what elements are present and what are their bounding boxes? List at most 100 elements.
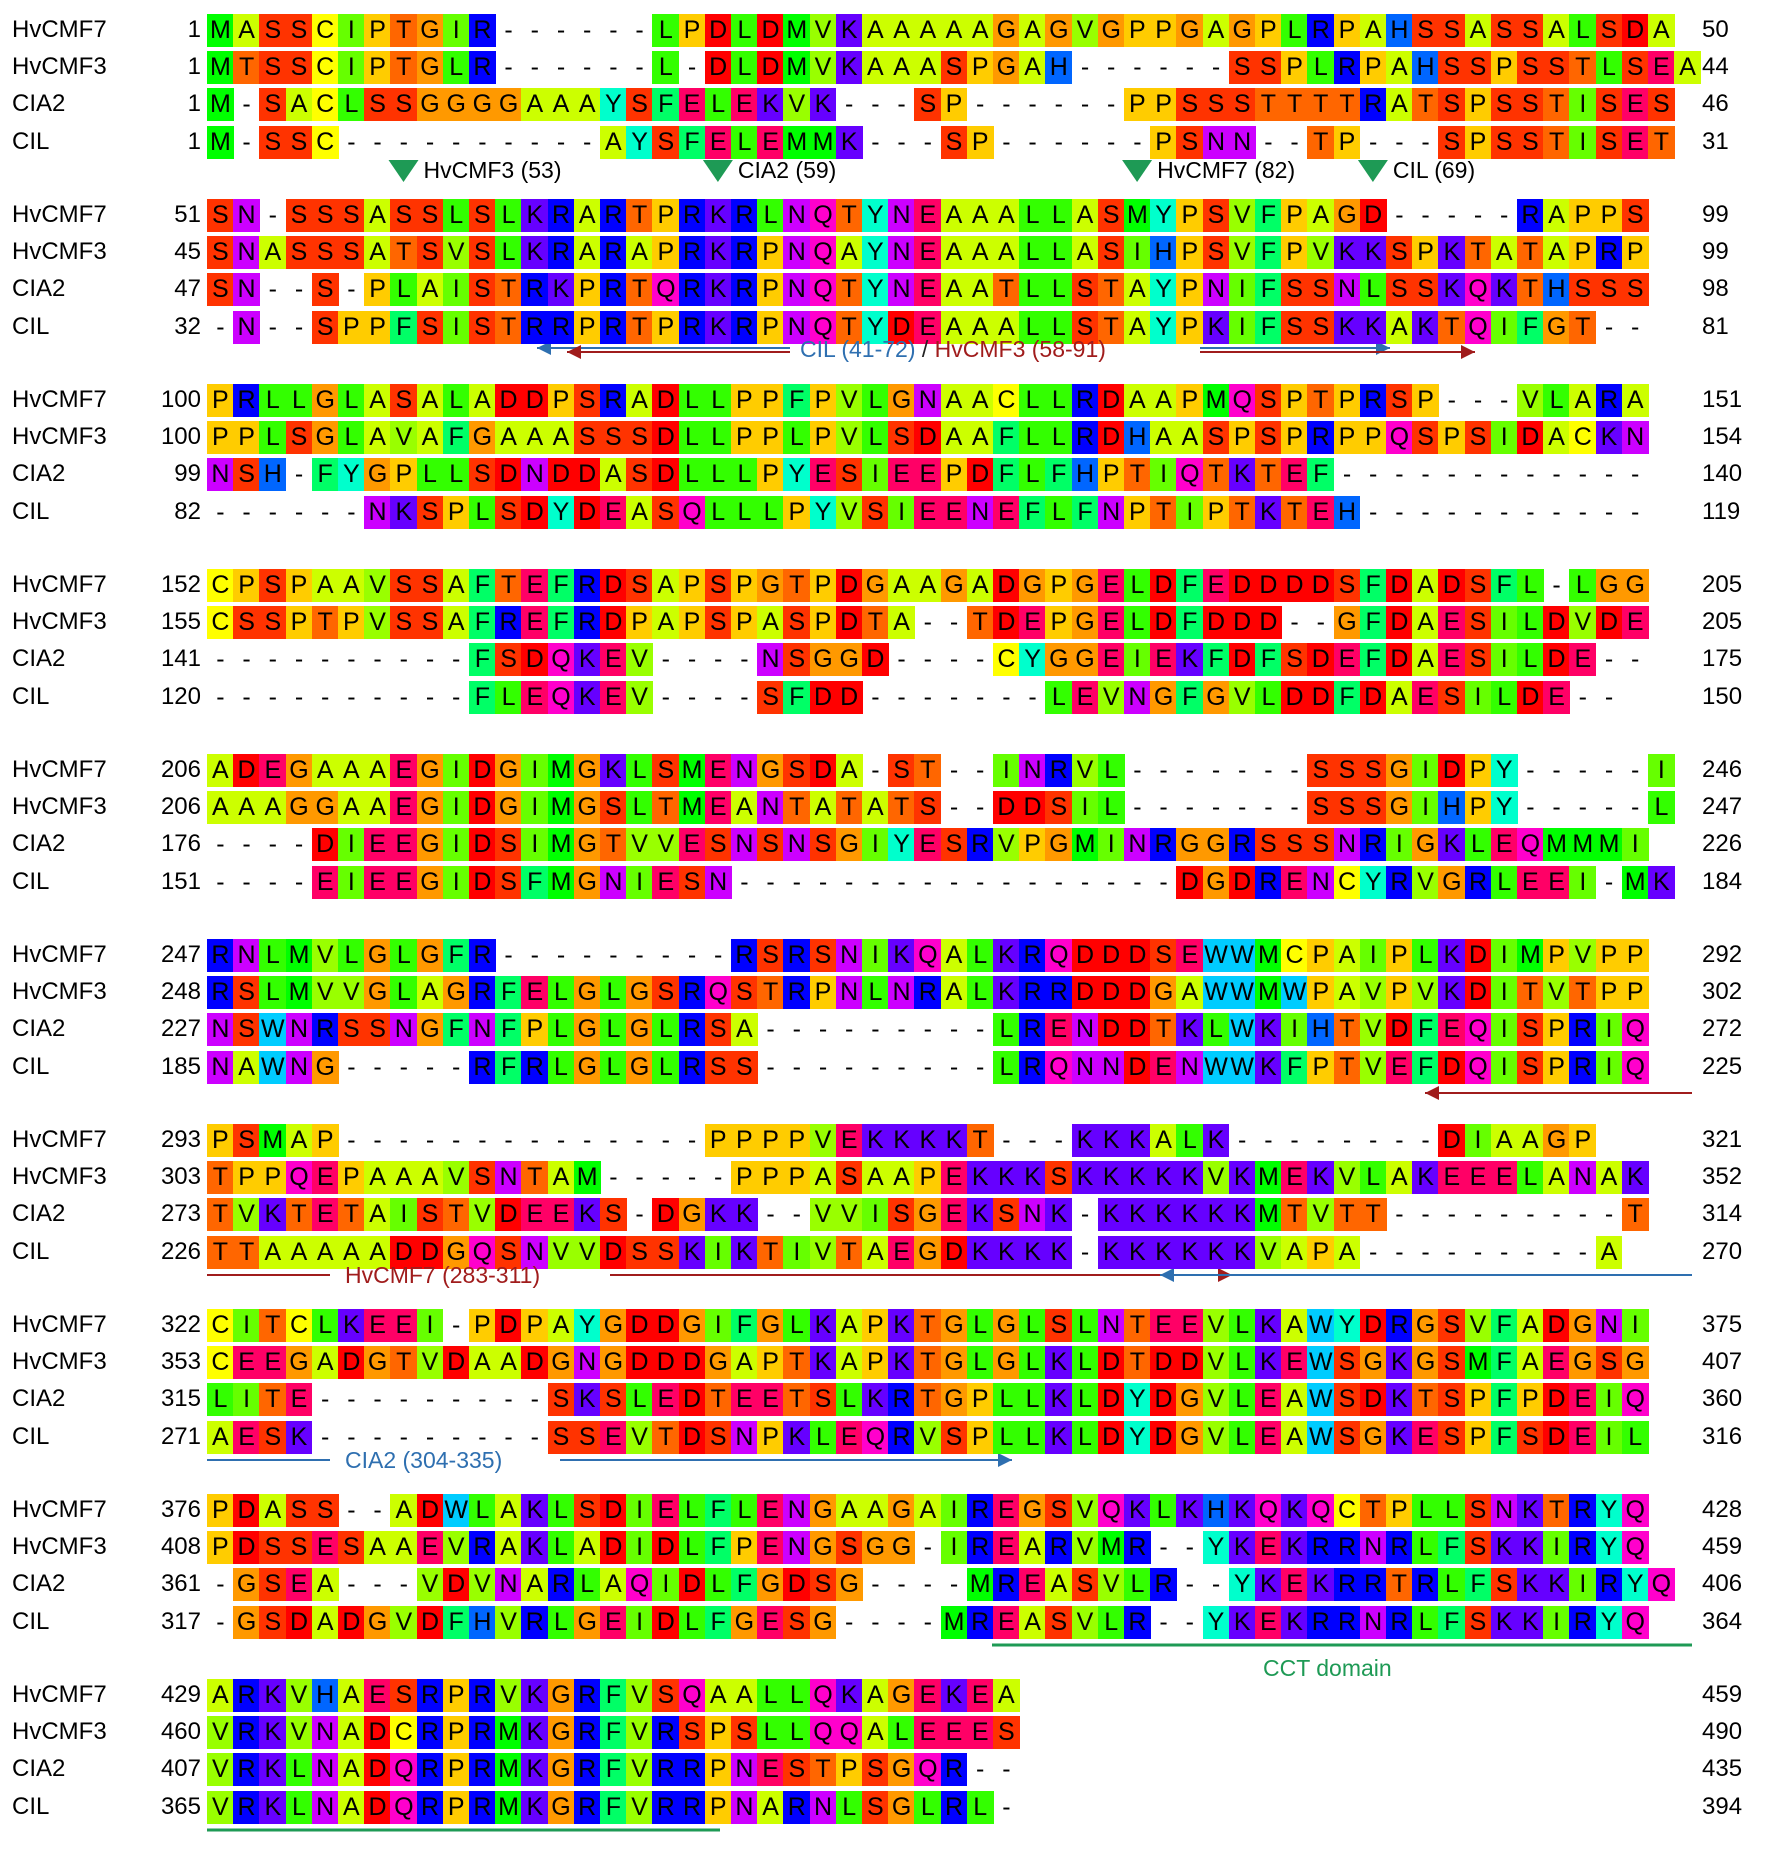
residue-cell: A bbox=[914, 14, 942, 47]
residue-cell: P bbox=[1150, 125, 1177, 159]
residue-cell: D bbox=[364, 1790, 391, 1824]
residue-cell: E bbox=[1464, 1161, 1492, 1195]
residue-cell: A bbox=[311, 1605, 339, 1639]
residue-cell: H bbox=[1045, 51, 1073, 85]
residue-cell: S bbox=[940, 125, 968, 159]
alignment-gap: - bbox=[1054, 127, 1063, 156]
residue-cell: A bbox=[495, 1494, 522, 1527]
residue-cell: D bbox=[442, 1568, 470, 1602]
residue-cell: A bbox=[207, 791, 234, 825]
residue-cell: P bbox=[940, 88, 968, 122]
residue-cell: S bbox=[835, 1161, 863, 1195]
residue-cell: P bbox=[364, 14, 391, 47]
residue-cell: I bbox=[626, 1494, 653, 1527]
residue-cell: T bbox=[1333, 88, 1361, 122]
residue-cell: P bbox=[207, 1494, 234, 1527]
residue-cell: A bbox=[311, 754, 339, 787]
residue-cell: P bbox=[442, 1679, 470, 1712]
residue-cell: P bbox=[573, 273, 601, 307]
residue-cell: K bbox=[1071, 1161, 1099, 1195]
residue-cell: I bbox=[652, 1568, 680, 1602]
alignment-gap: - bbox=[714, 682, 723, 711]
residue-cell: D bbox=[1097, 1013, 1125, 1047]
residue-cell: D bbox=[704, 51, 732, 85]
residue-cell: L bbox=[416, 458, 444, 492]
alignment-gap: - bbox=[897, 1015, 906, 1044]
alignment-gap: - bbox=[1264, 793, 1273, 822]
residue-cell: N bbox=[731, 754, 758, 787]
residue-cell: A bbox=[993, 310, 1020, 344]
residue-cell: G bbox=[757, 569, 784, 602]
alignment-gap: - bbox=[897, 90, 906, 119]
residue-cell: A bbox=[364, 421, 391, 455]
residue-cell: R bbox=[1386, 865, 1413, 899]
residue-cell: N bbox=[311, 1790, 339, 1824]
residue-cell: K bbox=[1019, 1235, 1046, 1269]
residue-cell: N bbox=[233, 273, 260, 307]
residue-cell: D bbox=[1228, 569, 1256, 602]
residue-cell: A bbox=[338, 754, 365, 787]
residue-cell: W bbox=[1307, 1309, 1335, 1342]
alignment-gap: - bbox=[1578, 460, 1587, 489]
alignment-gap: - bbox=[1054, 867, 1063, 896]
residue-cell: D bbox=[1307, 569, 1335, 602]
residue-cell: A bbox=[1281, 1235, 1308, 1269]
alignment-gap: - bbox=[216, 867, 225, 896]
residue-cell: A bbox=[1464, 14, 1492, 47]
residue-cell: E bbox=[364, 828, 391, 862]
residue-cell: F bbox=[731, 1568, 758, 1602]
residue-cell: A bbox=[573, 199, 601, 232]
residue-cell: K bbox=[1281, 1494, 1308, 1527]
residue-cell: L bbox=[835, 1383, 863, 1417]
residue-cell: F bbox=[1255, 273, 1282, 307]
start-position-label: 1 bbox=[187, 127, 201, 155]
alignment-gap: - bbox=[976, 1052, 985, 1081]
alignment-gap: - bbox=[1473, 497, 1483, 526]
residue-cell: P bbox=[364, 273, 391, 307]
residue-cell: A bbox=[338, 1235, 365, 1269]
residue-cell: V bbox=[469, 1568, 496, 1602]
residue-cell: N bbox=[1359, 1605, 1387, 1639]
residue-cell: R bbox=[1019, 976, 1046, 1010]
residue-cell: A bbox=[338, 1716, 365, 1750]
residue-cell: S bbox=[600, 1383, 627, 1417]
residue-cell: D bbox=[1097, 1346, 1125, 1380]
residue-cell: S bbox=[469, 1161, 496, 1195]
residue-cell: S bbox=[1569, 273, 1597, 307]
residue-cell: L bbox=[626, 1383, 653, 1417]
residue-cell: A bbox=[966, 310, 994, 344]
residue-cell: W bbox=[1202, 1050, 1230, 1084]
residue-cell: V bbox=[809, 1235, 837, 1269]
residue-cell: K bbox=[704, 199, 732, 232]
residue-cell: F bbox=[521, 865, 549, 899]
residue-cell: L bbox=[914, 1790, 942, 1824]
residue-cell: Q bbox=[1176, 458, 1204, 492]
residue-cell: A bbox=[1307, 199, 1335, 232]
residue-cell: G bbox=[1386, 791, 1413, 825]
residue-cell: Q bbox=[809, 310, 837, 344]
residue-cell: M bbox=[1595, 828, 1623, 862]
alignment-gap: - bbox=[478, 1422, 487, 1451]
residue-cell: P bbox=[233, 421, 260, 455]
residue-cell: E bbox=[1648, 51, 1675, 85]
residue-cell: T bbox=[783, 569, 811, 602]
residue-cell: R bbox=[1386, 1309, 1413, 1342]
residue-cell: L bbox=[259, 421, 287, 455]
residue-cell: E bbox=[757, 125, 784, 159]
residue-cell: G bbox=[1176, 14, 1204, 47]
residue-cell: R bbox=[678, 273, 706, 307]
residue-cell: P bbox=[442, 1753, 470, 1787]
residue-cell: N bbox=[311, 1753, 339, 1787]
residue-cell: F bbox=[311, 458, 339, 492]
residue-cell: N bbox=[914, 384, 942, 417]
residue-cell: A bbox=[940, 273, 968, 307]
residue-cell: G bbox=[311, 421, 339, 455]
residue-cell: L bbox=[495, 236, 522, 270]
residue-cell: P bbox=[1490, 51, 1518, 85]
residue-cell: K bbox=[573, 1198, 601, 1232]
residue-cell: D bbox=[495, 1198, 522, 1232]
residue-cell: S bbox=[1307, 791, 1335, 825]
end-position-label: 175 bbox=[1702, 645, 1743, 673]
residue-cell: G bbox=[573, 976, 601, 1010]
residue-cell: R bbox=[993, 1568, 1020, 1602]
